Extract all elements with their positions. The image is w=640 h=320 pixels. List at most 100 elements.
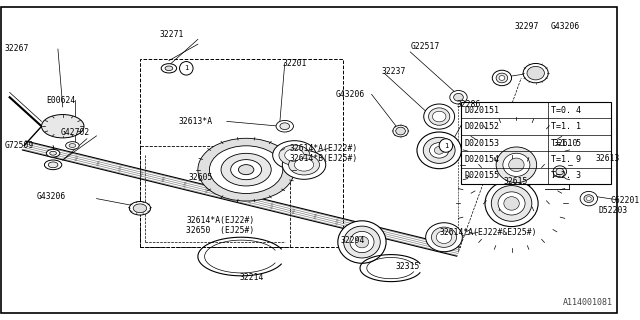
- Bar: [461, 102, 611, 184]
- Ellipse shape: [426, 223, 462, 252]
- Ellipse shape: [161, 64, 177, 73]
- Ellipse shape: [436, 231, 452, 244]
- Text: 1: 1: [444, 142, 448, 148]
- Ellipse shape: [230, 160, 262, 180]
- Ellipse shape: [198, 138, 294, 201]
- Text: 32614*A(EJ22#): 32614*A(EJ22#): [186, 216, 255, 225]
- Ellipse shape: [503, 153, 530, 176]
- Ellipse shape: [450, 91, 467, 104]
- Ellipse shape: [417, 132, 461, 169]
- Ellipse shape: [556, 168, 564, 175]
- Ellipse shape: [69, 144, 76, 148]
- Ellipse shape: [55, 122, 70, 131]
- Ellipse shape: [165, 66, 173, 71]
- Ellipse shape: [523, 63, 548, 83]
- Ellipse shape: [282, 150, 326, 179]
- Ellipse shape: [46, 149, 60, 157]
- Text: 32605: 32605: [188, 173, 212, 182]
- Text: G43206: G43206: [36, 192, 66, 201]
- Ellipse shape: [496, 147, 537, 183]
- Text: 32613*A: 32613*A: [179, 117, 212, 126]
- Ellipse shape: [396, 127, 405, 135]
- Ellipse shape: [492, 70, 511, 86]
- Text: 32297: 32297: [515, 22, 539, 31]
- Bar: [140, 59, 342, 247]
- Text: G22517: G22517: [410, 42, 440, 51]
- Text: 32610: 32610: [553, 139, 577, 148]
- Text: 32267: 32267: [5, 44, 29, 53]
- Text: 32614*B(EJ25#): 32614*B(EJ25#): [289, 154, 358, 163]
- Ellipse shape: [239, 164, 254, 175]
- Ellipse shape: [393, 125, 408, 137]
- Text: D020151: D020151: [464, 106, 499, 115]
- Text: 32315: 32315: [396, 262, 420, 271]
- Text: G43206: G43206: [336, 90, 365, 99]
- Ellipse shape: [584, 195, 594, 203]
- Circle shape: [439, 139, 452, 152]
- Text: D020152: D020152: [464, 122, 499, 131]
- Text: E00624: E00624: [46, 96, 76, 105]
- Text: 32237: 32237: [381, 67, 406, 76]
- Ellipse shape: [273, 141, 316, 170]
- Ellipse shape: [527, 66, 545, 80]
- Text: 32201: 32201: [283, 59, 307, 68]
- Ellipse shape: [499, 76, 505, 80]
- Text: D020154: D020154: [464, 155, 499, 164]
- Ellipse shape: [485, 180, 538, 227]
- Ellipse shape: [209, 146, 283, 194]
- Text: C62201: C62201: [611, 196, 640, 205]
- Ellipse shape: [48, 162, 58, 168]
- Ellipse shape: [490, 142, 543, 188]
- Ellipse shape: [492, 186, 532, 221]
- Ellipse shape: [133, 204, 147, 212]
- Ellipse shape: [49, 119, 76, 134]
- Ellipse shape: [429, 143, 449, 158]
- Ellipse shape: [424, 104, 454, 129]
- Ellipse shape: [289, 155, 319, 175]
- Text: 32271: 32271: [159, 30, 184, 39]
- Ellipse shape: [504, 197, 519, 210]
- Ellipse shape: [276, 120, 293, 132]
- Ellipse shape: [429, 108, 450, 125]
- Ellipse shape: [431, 227, 456, 247]
- Ellipse shape: [280, 123, 289, 130]
- Text: G72509: G72509: [5, 141, 34, 150]
- Text: A114001081: A114001081: [563, 298, 613, 307]
- Ellipse shape: [498, 192, 525, 215]
- Text: T=1. 1: T=1. 1: [551, 122, 581, 131]
- Ellipse shape: [221, 153, 271, 186]
- Text: 32214: 32214: [239, 273, 264, 282]
- Ellipse shape: [496, 73, 508, 83]
- Bar: [140, 146, 289, 247]
- Text: G43206: G43206: [550, 22, 579, 31]
- Text: T=1. 9: T=1. 9: [551, 155, 581, 164]
- Ellipse shape: [285, 149, 304, 162]
- Ellipse shape: [433, 111, 446, 122]
- Ellipse shape: [350, 231, 374, 253]
- Ellipse shape: [129, 202, 150, 215]
- Text: T=0. 4: T=0. 4: [551, 106, 581, 115]
- Circle shape: [180, 61, 193, 75]
- Ellipse shape: [338, 221, 386, 263]
- Ellipse shape: [423, 137, 455, 164]
- Ellipse shape: [50, 151, 56, 155]
- Ellipse shape: [44, 160, 62, 170]
- Ellipse shape: [586, 197, 591, 201]
- Text: 32294: 32294: [340, 236, 365, 244]
- Ellipse shape: [294, 158, 314, 171]
- Text: 32650  (EJ25#): 32650 (EJ25#): [186, 226, 255, 235]
- Text: D020155: D020155: [464, 172, 499, 180]
- Text: G42702: G42702: [61, 128, 90, 138]
- Ellipse shape: [580, 191, 598, 206]
- Ellipse shape: [509, 158, 524, 172]
- Text: 32286: 32286: [456, 100, 481, 108]
- Text: D020153: D020153: [464, 139, 499, 148]
- Text: 32615: 32615: [504, 177, 528, 186]
- Ellipse shape: [344, 226, 380, 258]
- Text: 32613: 32613: [596, 154, 620, 163]
- Text: 1: 1: [184, 65, 188, 71]
- Ellipse shape: [355, 236, 369, 248]
- Text: T=2. 3: T=2. 3: [551, 172, 581, 180]
- Ellipse shape: [279, 145, 310, 165]
- Text: D52203: D52203: [598, 206, 628, 215]
